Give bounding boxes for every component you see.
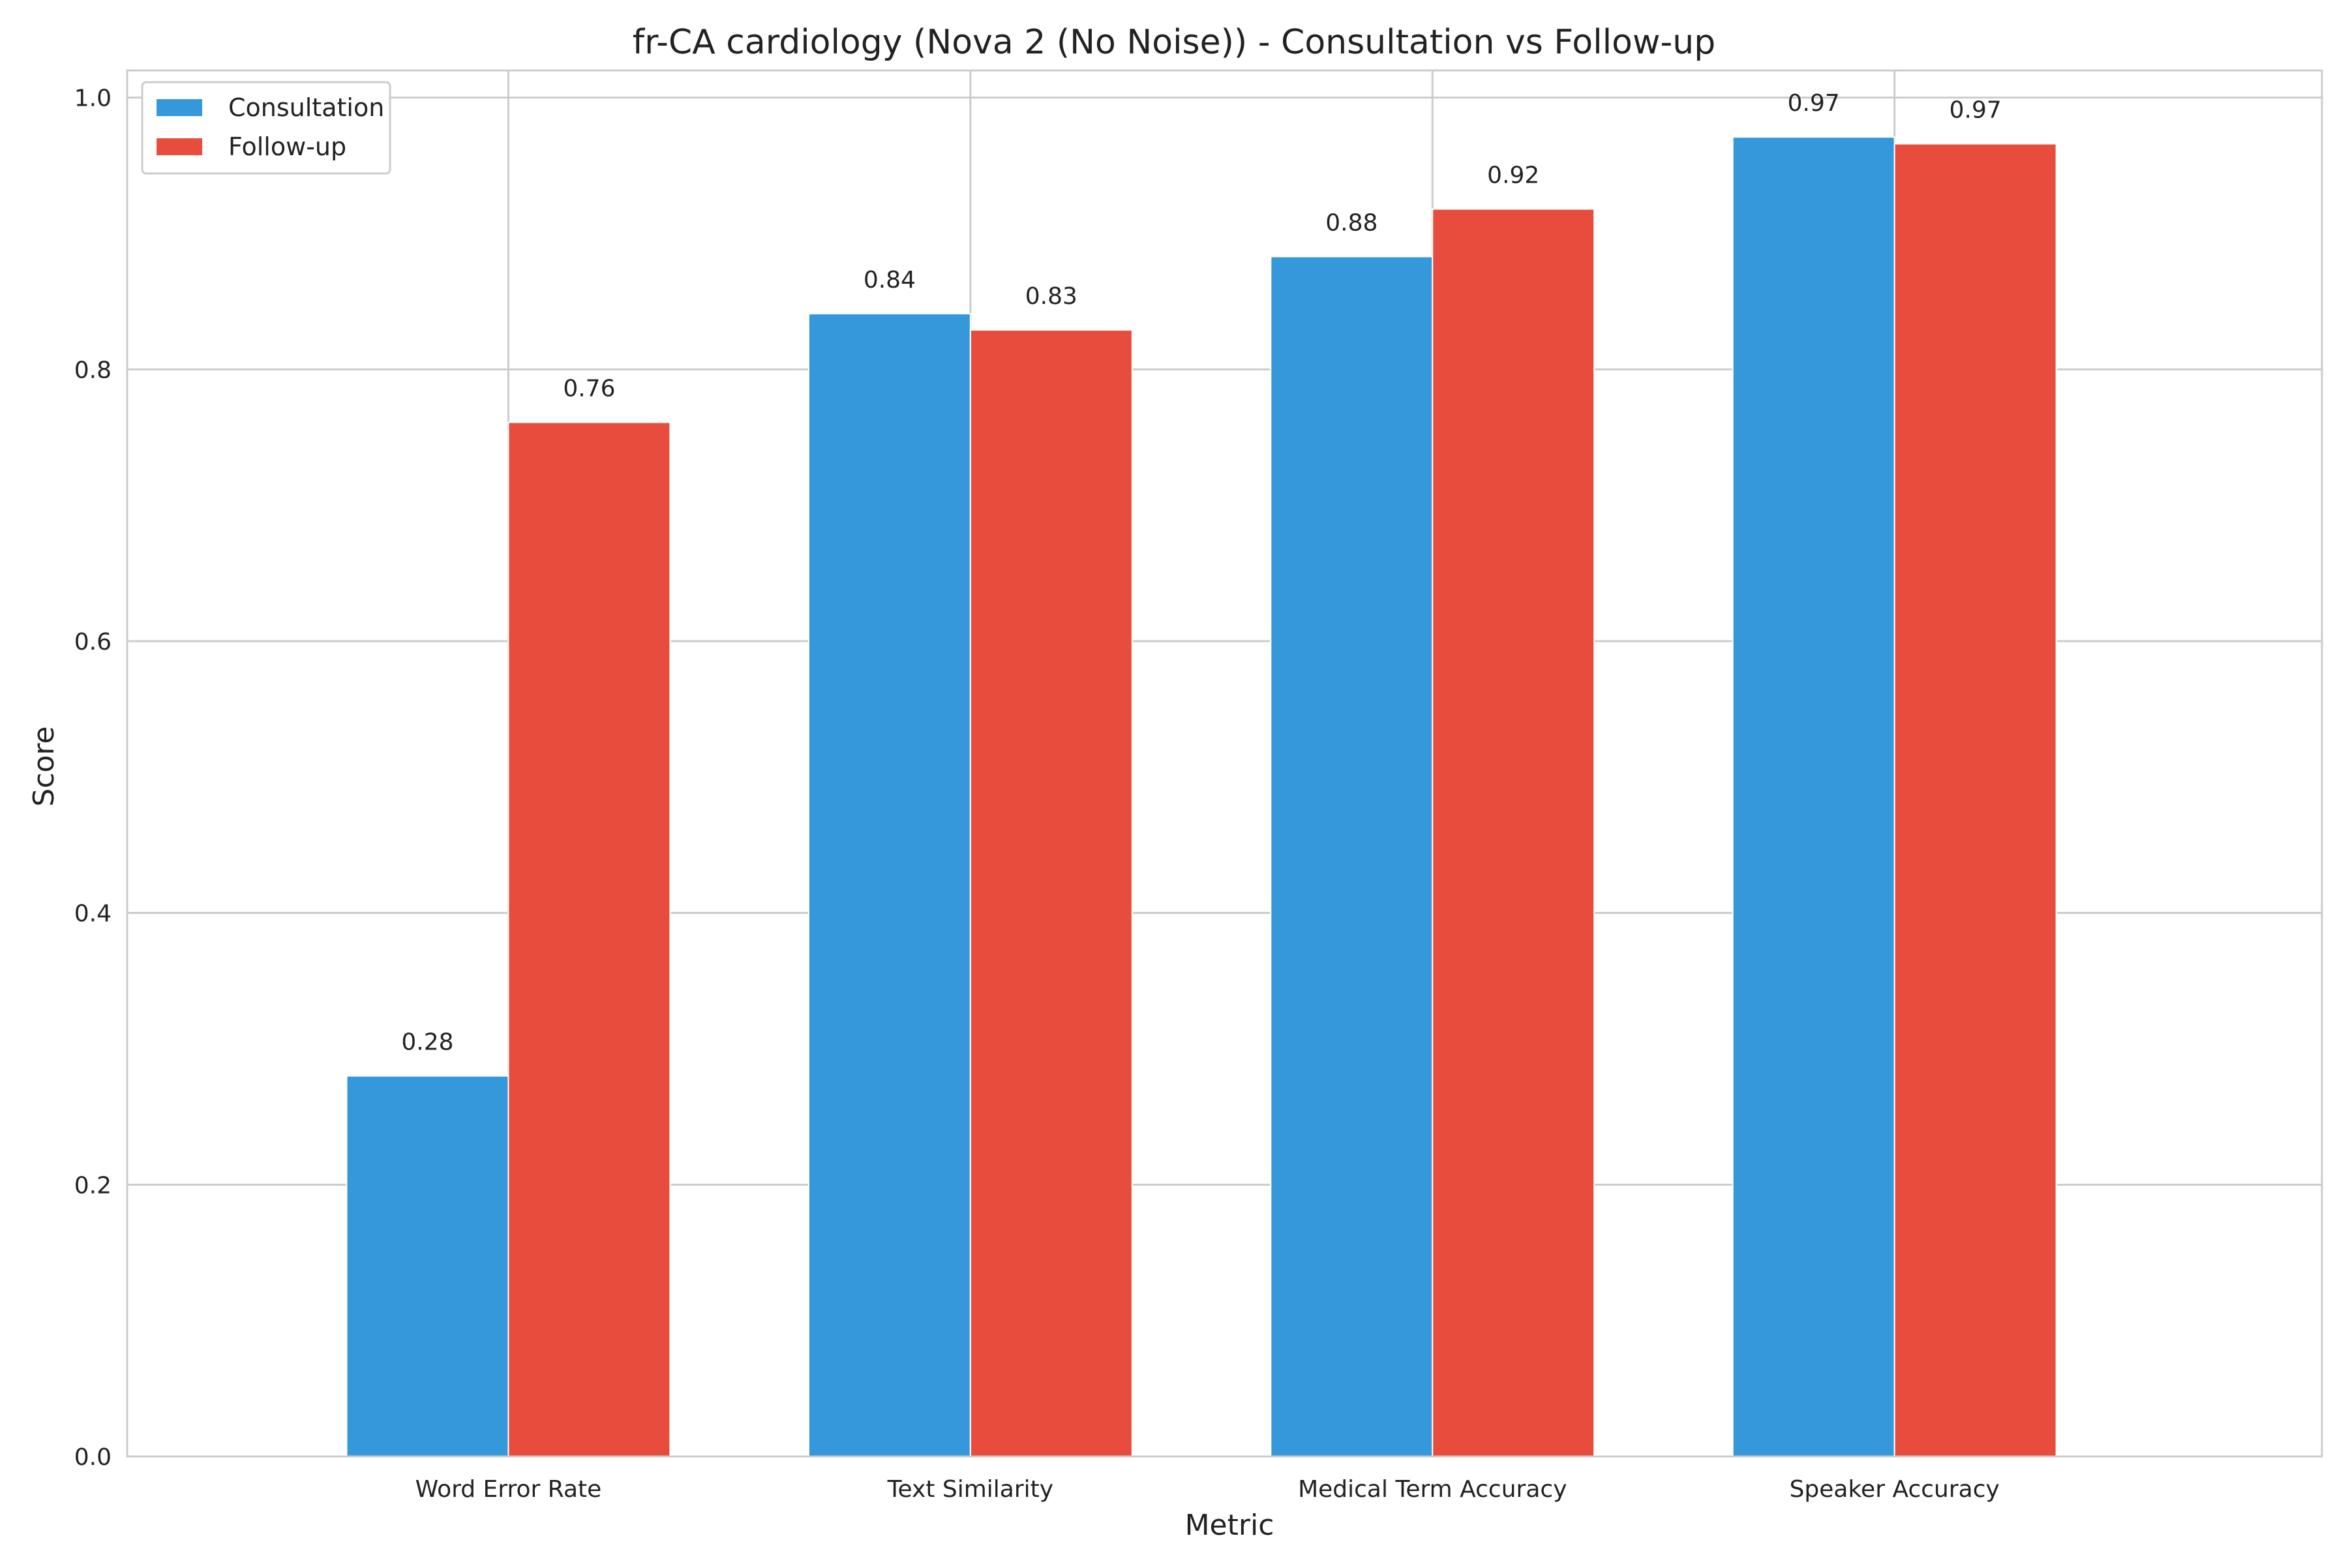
y-tick-label: 0.0 xyxy=(74,1444,112,1471)
y-tick-labels: 0.0 0.2 0.4 0.6 0.8 1.0 xyxy=(74,85,112,1471)
y-tick-label: 0.2 xyxy=(74,1172,112,1199)
bar-follow-up-2 xyxy=(1432,208,1595,1457)
bar-consultation-0 xyxy=(346,1075,509,1457)
x-tick-label: Speaker Accuracy xyxy=(1790,1476,2000,1503)
x-tick-label: Text Similarity xyxy=(887,1476,1053,1503)
y-axis-label: Score xyxy=(27,726,61,806)
legend-swatch-consultation xyxy=(157,99,202,116)
data-label: 0.83 xyxy=(1025,283,1077,310)
x-axis-label: Metric xyxy=(1185,1509,1274,1542)
data-labels: 0.28 0.76 0.84 0.83 0.88 0.92 0.97 0.97 xyxy=(401,90,2001,1056)
legend: Consultation Follow-up xyxy=(141,81,391,175)
x-tick-label: Medical Term Accuracy xyxy=(1298,1476,1567,1503)
data-label: 0.97 xyxy=(1949,97,2002,124)
data-label: 0.76 xyxy=(563,376,615,402)
bar-follow-up-3 xyxy=(1893,143,2057,1457)
legend-label-consultation: Consultation xyxy=(228,93,384,122)
data-label: 0.92 xyxy=(1487,162,1539,189)
data-label: 0.84 xyxy=(864,267,916,294)
bar-follow-up-0 xyxy=(507,421,671,1457)
data-label: 0.88 xyxy=(1325,209,1377,236)
x-tick-labels: Word Error Rate Text Similarity Medical Te… xyxy=(415,1476,2000,1503)
y-tick-label: 1.0 xyxy=(74,85,112,112)
y-tick-label: 0.8 xyxy=(74,357,112,384)
x-tick-label: Word Error Rate xyxy=(415,1476,602,1503)
bar-consultation-3 xyxy=(1732,136,1895,1457)
bar-consultation-1 xyxy=(807,312,971,1458)
plot-frame xyxy=(126,69,2323,1458)
y-tick-label: 0.4 xyxy=(74,901,112,927)
legend-box xyxy=(141,81,391,175)
bar-consultation-2 xyxy=(1270,256,1434,1458)
data-label: 0.28 xyxy=(401,1029,453,1056)
bars xyxy=(346,136,2057,1458)
bar-follow-up-1 xyxy=(969,329,1133,1458)
legend-label-follow-up: Follow-up xyxy=(228,132,346,161)
y-tick-label: 0.6 xyxy=(74,629,112,656)
chart-title: fr-CA cardiology (Nova 2 (No Noise)) - C… xyxy=(633,23,1715,62)
data-label: 0.97 xyxy=(1788,90,1840,117)
legend-swatch-follow-up xyxy=(157,138,202,155)
